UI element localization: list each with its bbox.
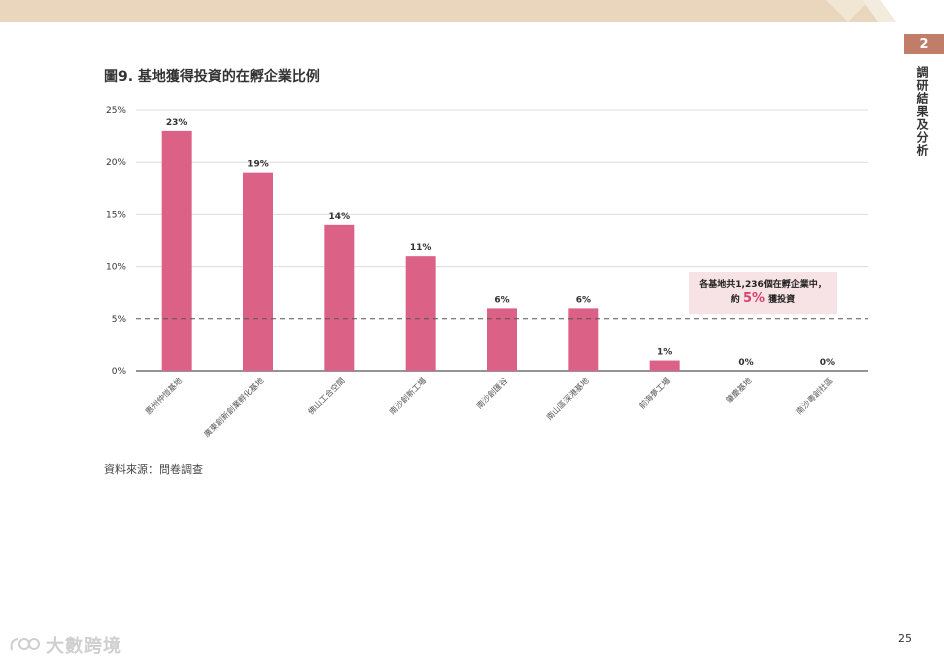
annotation-suffix: 獲投資 [768,295,796,305]
bar [568,308,599,371]
x-tick-label: 廣東創新創業孵化基地 [202,375,266,439]
y-tick-label: 5% [112,315,127,325]
bars [161,130,680,371]
bar [161,130,192,371]
y-tick-label: 15% [106,210,126,220]
figure-title: 圖9. 基地獲得投資的在孵企業比例 [104,69,320,85]
y-tick-label: 20% [106,158,126,168]
data-label: 6% [576,295,591,305]
y-axis-ticks: 0% 5% 10% 15% 20% 25% [106,106,126,377]
bar [324,224,355,371]
x-tick-label: 前海夢工場 [637,375,672,410]
x-tick-label: 肇慶基地 [724,375,754,405]
bar [649,360,680,371]
data-label: 11% [410,243,432,253]
x-tick-label: 南山區深港基地 [544,375,591,422]
data-labels: 23% 19% 14% 11% 6% 6% 1% 0% 0% [166,118,835,368]
source-note: 資料來源：問卷調查 [104,463,203,476]
annotation-line2: 約 5% 獲投資 [689,292,837,307]
annotation-prefix: 約 [730,295,740,305]
y-tick-label: 25% [106,106,126,116]
chapter-number-tab: 2 [904,34,944,54]
chapter-title: 調研結果及分析 [915,66,929,157]
x-tick-label: 南沙粵創社區 [794,375,835,416]
bar [487,308,517,371]
page-number: 25 [898,632,912,645]
data-label: 14% [329,212,351,222]
x-tick-label: 惠州仲愷基地 [143,375,184,416]
data-label: 0% [738,358,753,368]
annotation-line1: 各基地共1,236個在孵企業中， [699,280,827,290]
x-tick-label: 佛山工合空間 [306,375,347,416]
x-tick-label: 南沙創匯谷 [474,375,509,410]
annotation-highlight: 5% [742,291,766,306]
watermark-text: 大數跨境 [46,636,122,657]
data-label: 23% [166,118,188,128]
x-tick-label: 南沙創新工場 [387,375,428,416]
data-label: 0% [820,358,835,368]
y-tick-label: 10% [106,263,126,273]
x-axis-labels: 惠州仲愷基地 廣東創新創業孵化基地 佛山工合空間 南沙創新工場 南沙創匯谷 南山區深港基地… [143,375,835,439]
data-label: 6% [494,295,509,305]
data-label: 19% [247,160,269,170]
watermark: 大數跨境 [8,632,122,658]
top-decorative-band [0,0,944,22]
y-tick-label: 0% [112,367,127,377]
bar [405,256,436,371]
data-label: 1% [657,348,672,358]
annotation-box: 各基地共1,236個在孵企業中， 約 5% 獲投資 [689,272,837,314]
bar [243,172,273,371]
band-ribbon-icon [826,0,944,22]
brand-logo-icon [10,638,40,651]
